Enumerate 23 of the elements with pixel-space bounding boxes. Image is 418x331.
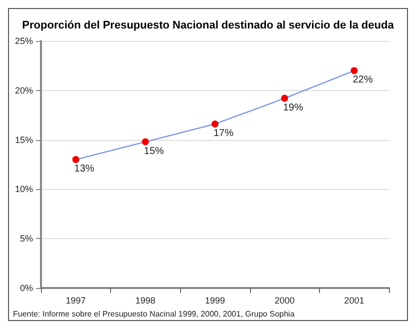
x-tick-label: 2000 [274, 296, 295, 306]
chart-title: Proporción del Presupuesto Nacional destinado al servicio de la deuda [22, 20, 395, 32]
x-tick-label: 1997 [66, 296, 86, 306]
y-tick-label: 25% [14, 36, 33, 46]
y-tick-label: 10% [14, 184, 33, 194]
source-note: Fuente: Informe sobre el Presupuesto Nacinal 1999, 2000, 2001, Grupo Sophia [13, 310, 296, 318]
x-tick-label: 1998 [135, 296, 156, 306]
point [281, 94, 288, 102]
data-label: 19% [283, 102, 304, 114]
data-label: 22% [352, 74, 373, 86]
point [72, 156, 80, 164]
data-label: 17% [214, 128, 234, 139]
y-tick-label: 15% [14, 134, 33, 145]
point [350, 67, 358, 74]
data-label: 15% [144, 146, 164, 157]
point [212, 120, 218, 128]
y-tick-label: 20% [14, 85, 33, 96]
data-label: 13% [74, 164, 94, 175]
y-tick-label: 0% [20, 283, 33, 293]
x-tick-label: 1999 [204, 296, 226, 306]
point [142, 138, 149, 146]
y-tick-label: 5% [20, 234, 33, 244]
x-tick-label: 2001 [344, 296, 364, 306]
